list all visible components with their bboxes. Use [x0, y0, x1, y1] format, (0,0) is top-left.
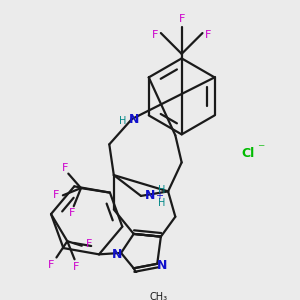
Text: Cl: Cl	[241, 147, 254, 160]
Text: F: F	[205, 30, 211, 40]
Text: H: H	[158, 185, 165, 196]
Text: F: F	[69, 208, 75, 218]
Text: N: N	[145, 189, 155, 203]
Text: F: F	[61, 163, 68, 173]
Text: F: F	[48, 260, 54, 270]
Text: F: F	[73, 262, 80, 272]
Text: F: F	[52, 190, 59, 200]
Text: N: N	[157, 259, 167, 272]
Text: F: F	[178, 14, 185, 25]
Text: H: H	[119, 116, 127, 126]
Text: F: F	[152, 30, 159, 40]
Text: N: N	[112, 248, 123, 261]
Text: H: H	[158, 198, 165, 208]
Text: ⁻: ⁻	[257, 142, 264, 156]
Text: +: +	[155, 191, 163, 201]
Text: F: F	[86, 239, 92, 249]
Text: CH₃: CH₃	[150, 292, 168, 300]
Text: N: N	[128, 112, 139, 125]
